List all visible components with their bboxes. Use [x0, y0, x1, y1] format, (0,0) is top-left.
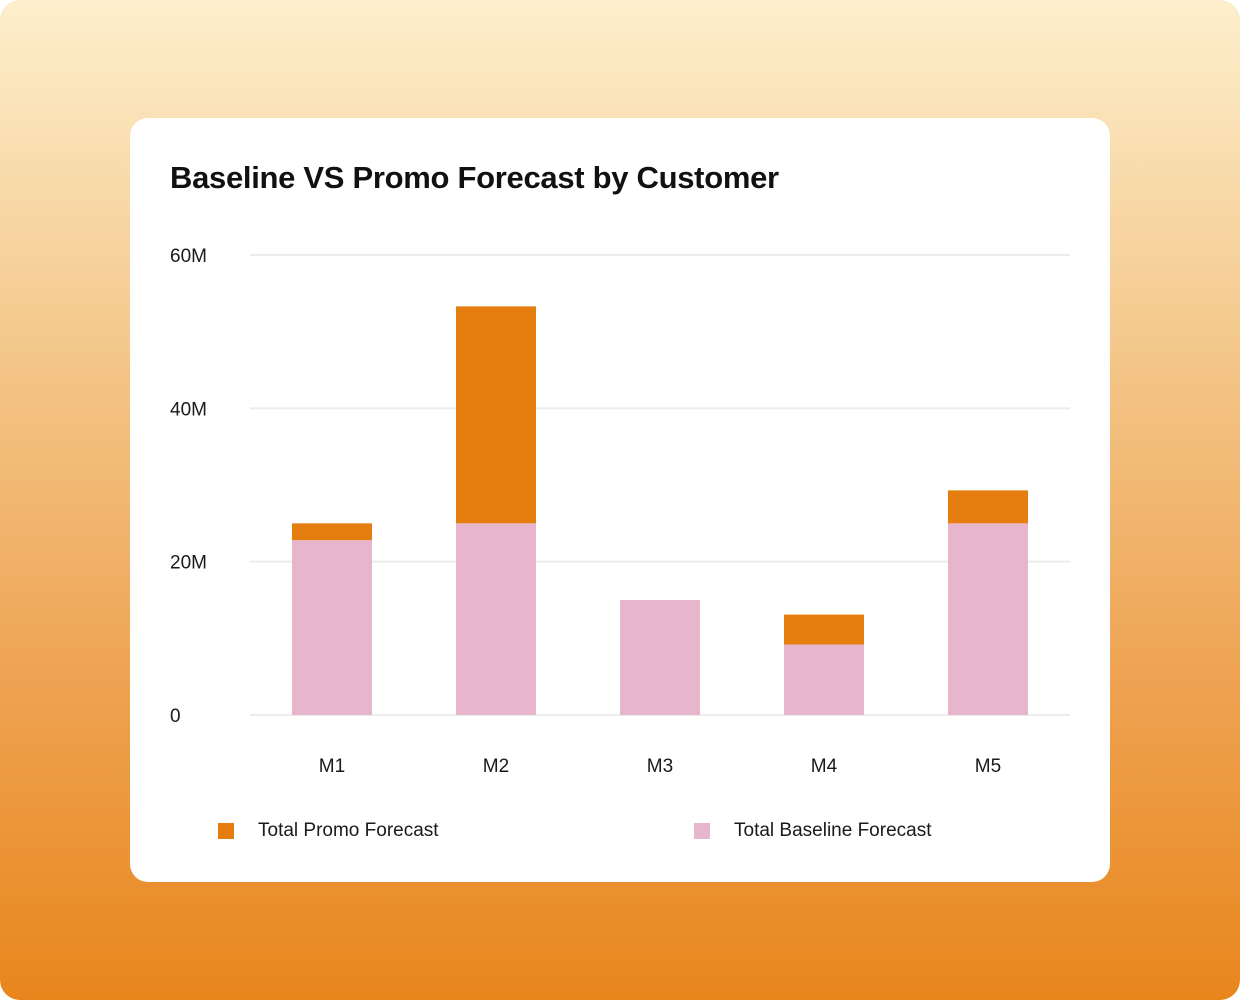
bar-baseline-m2[interactable] [456, 523, 536, 715]
bar-promo-m1[interactable] [292, 523, 372, 541]
bar-chart: 0 20M 40M 60M M1 M2 M3 M4 M5 [170, 246, 1070, 777]
legend-item-promo[interactable]: Total Promo Forecast [218, 820, 439, 842]
bar-promo-m4[interactable] [784, 614, 864, 645]
legend: Total Promo Forecast Total Baseline Fore… [130, 820, 1110, 844]
y-tick-label: 40M [170, 399, 207, 420]
bar-baseline-m1[interactable] [292, 540, 372, 715]
chart-title: Baseline VS Promo Forecast by Customer [170, 160, 779, 195]
gridlines [250, 254, 1070, 716]
y-axis-ticks: 0 20M 40M 60M [170, 246, 207, 727]
x-tick-label: M3 [647, 756, 673, 777]
bar-promo-m5[interactable] [948, 490, 1028, 524]
legend-label-baseline: Total Baseline Forecast [734, 820, 932, 841]
y-tick-label: 20M [170, 553, 207, 574]
bar-baseline-m4[interactable] [784, 644, 864, 715]
x-tick-label: M4 [811, 756, 838, 777]
legend-item-baseline[interactable]: Total Baseline Forecast [694, 820, 932, 842]
x-tick-label: M2 [483, 756, 509, 777]
y-tick-label: 0 [170, 706, 181, 727]
x-tick-label: M1 [319, 756, 345, 777]
bar-promo-m2[interactable] [456, 306, 536, 524]
legend-swatch-baseline [694, 823, 710, 839]
chart-card: Baseline VS Promo Forecast by Customer 0… [130, 118, 1110, 882]
x-tick-label: M5 [975, 756, 1001, 777]
x-axis-ticks: M1 M2 M3 M4 M5 [319, 756, 1001, 777]
legend-label-promo: Total Promo Forecast [258, 820, 439, 841]
bar-baseline-m5[interactable] [948, 523, 1028, 715]
y-tick-label: 60M [170, 246, 207, 267]
bar-baseline-m3[interactable] [620, 600, 700, 715]
bars [292, 306, 1028, 715]
legend-swatch-promo [218, 823, 234, 839]
